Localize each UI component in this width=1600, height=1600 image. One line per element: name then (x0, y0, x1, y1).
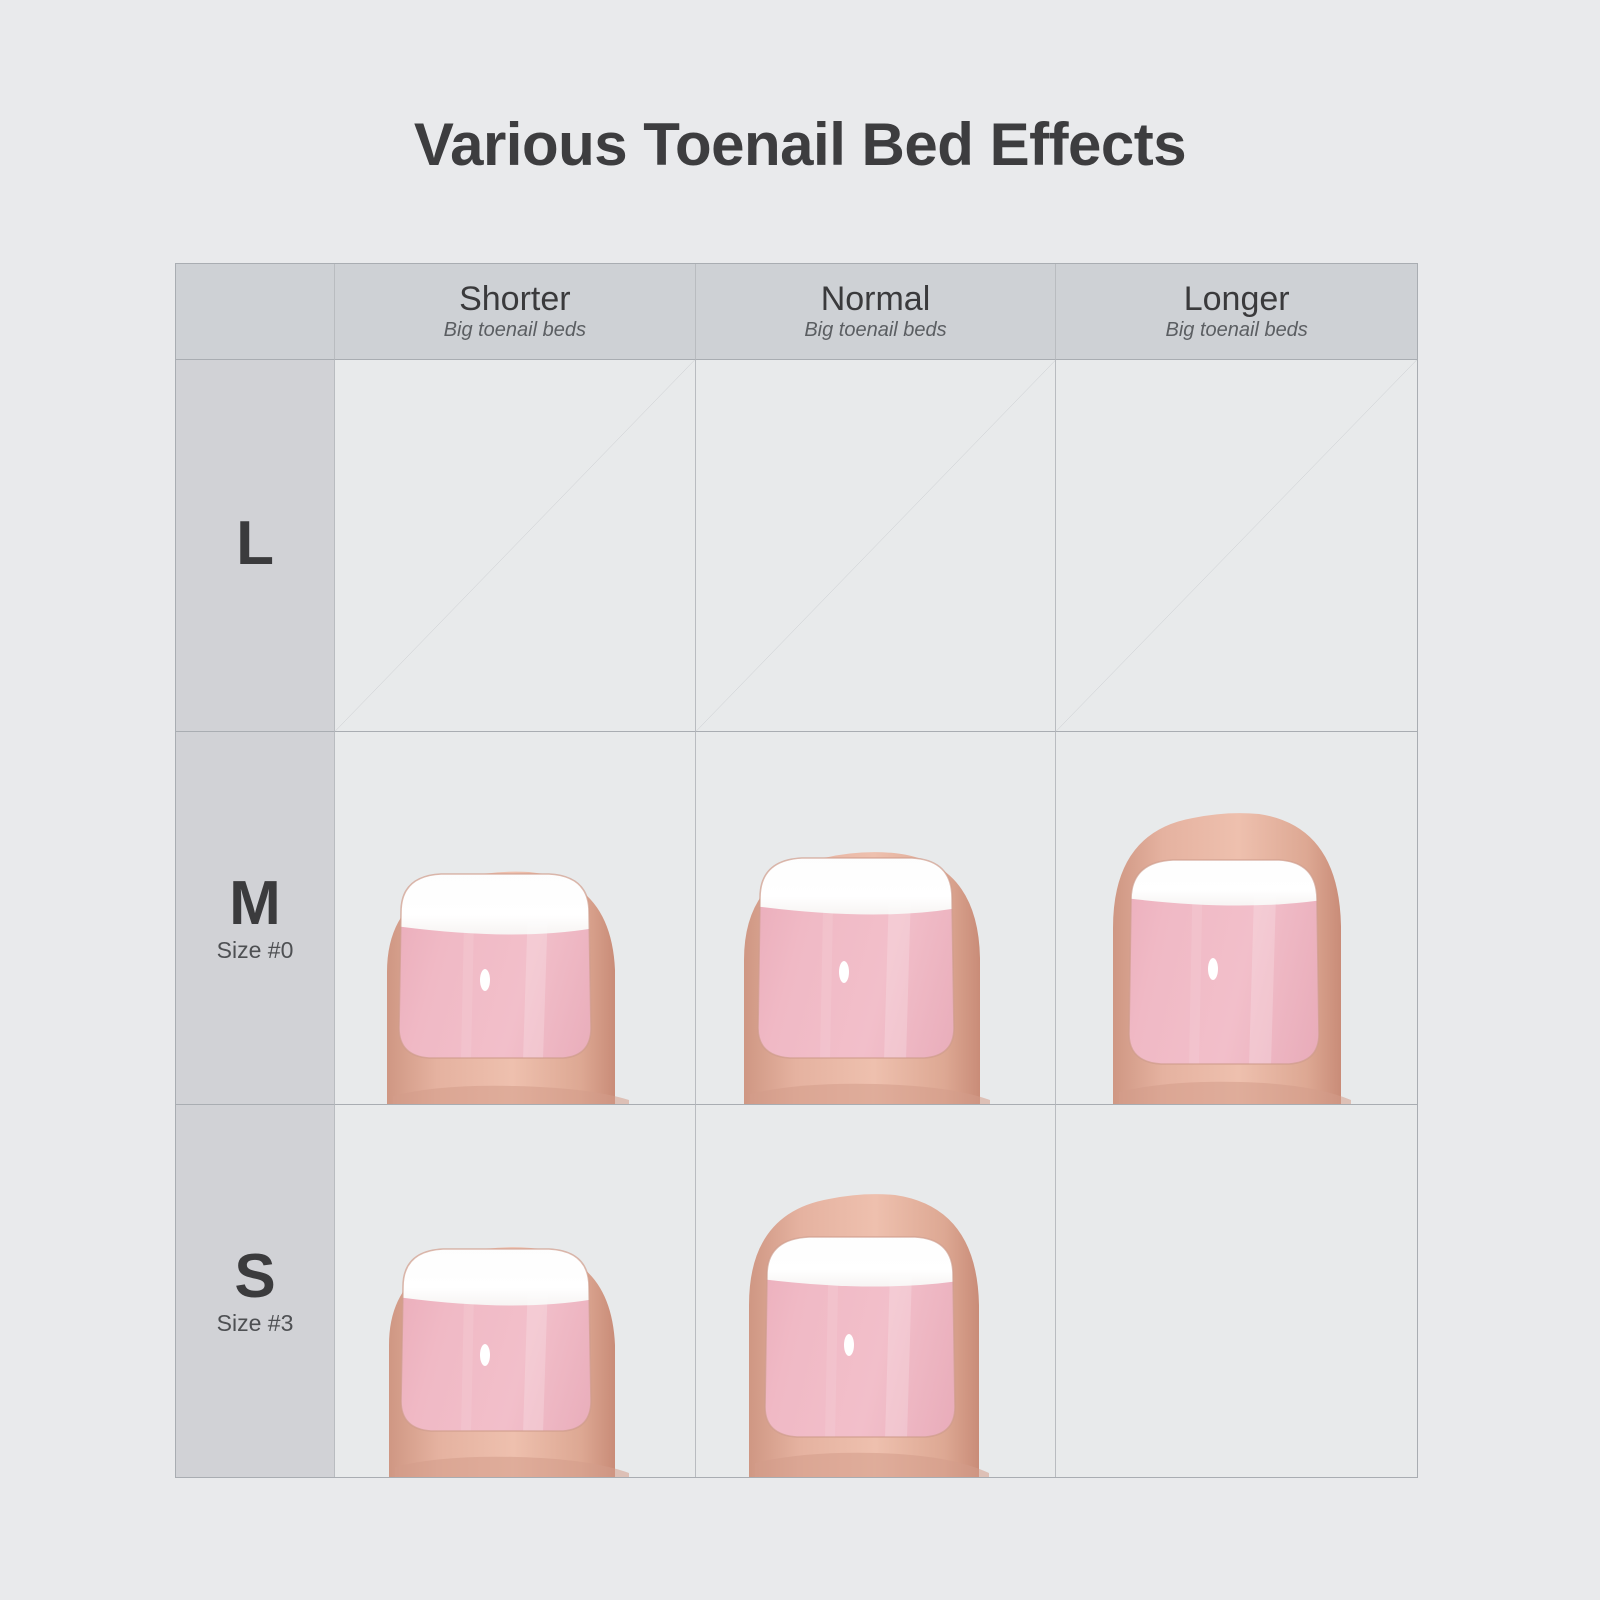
unavailable-diagonal-icon (1056, 360, 1417, 731)
column-header-subtitle: Big toenail beds (804, 319, 947, 342)
row-label-letter: S (234, 1242, 276, 1312)
column-header-subtitle: Big toenail beds (443, 319, 586, 342)
page-title: Various Toenail Bed Effects (413, 111, 1187, 178)
matrix-corner-cell (176, 264, 335, 360)
row-label-sublabel: Size #3 (216, 1310, 294, 1337)
toenail-image (381, 1237, 649, 1477)
cell-m-shorter (335, 732, 696, 1105)
cell-m-normal (695, 732, 1057, 1105)
unavailable-diagonal-icon (696, 360, 1056, 731)
column-header-title: Shorter (459, 279, 571, 318)
toenail-image (736, 842, 1014, 1104)
toenail-effects-matrix: Shorter Big toenail beds Normal Big toen… (175, 263, 1418, 1478)
column-header-normal: Normal Big toenail beds (695, 264, 1057, 360)
cell-s-longer (1056, 1105, 1417, 1477)
row-label-m: M Size #0 (176, 732, 335, 1105)
row-label-s: S Size #3 (176, 1104, 335, 1477)
toenail-illustration (388, 1247, 629, 1477)
cell-l-longer (1056, 360, 1417, 733)
toenail-illustration (749, 1194, 990, 1477)
cell-s-normal (696, 1104, 1057, 1477)
column-header-title: Normal (820, 279, 931, 318)
cell-m-longer (1056, 732, 1417, 1105)
row-label-letter: M (229, 869, 281, 939)
cell-l-normal (695, 360, 1057, 733)
row-label-sublabel: Size #0 (216, 937, 294, 964)
column-header-subtitle: Big toenail beds (1165, 319, 1308, 342)
cell-l-shorter (335, 360, 696, 733)
column-header-shorter: Shorter Big toenail beds (335, 264, 696, 360)
toenail-illustration (386, 871, 629, 1104)
column-header-longer: Longer Big toenail beds (1056, 264, 1417, 360)
cell-s-shorter (335, 1104, 696, 1477)
row-label-l: L (176, 360, 335, 733)
toenail-illustration (744, 851, 991, 1104)
column-header-title: Longer (1183, 279, 1290, 318)
unavailable-diagonal-icon (335, 360, 695, 731)
row-label-letter: L (236, 508, 274, 578)
toenail-image (1103, 804, 1371, 1104)
toenail-illustration (1112, 812, 1351, 1104)
toenail-image (739, 1187, 1011, 1477)
toenail-image (379, 860, 651, 1104)
